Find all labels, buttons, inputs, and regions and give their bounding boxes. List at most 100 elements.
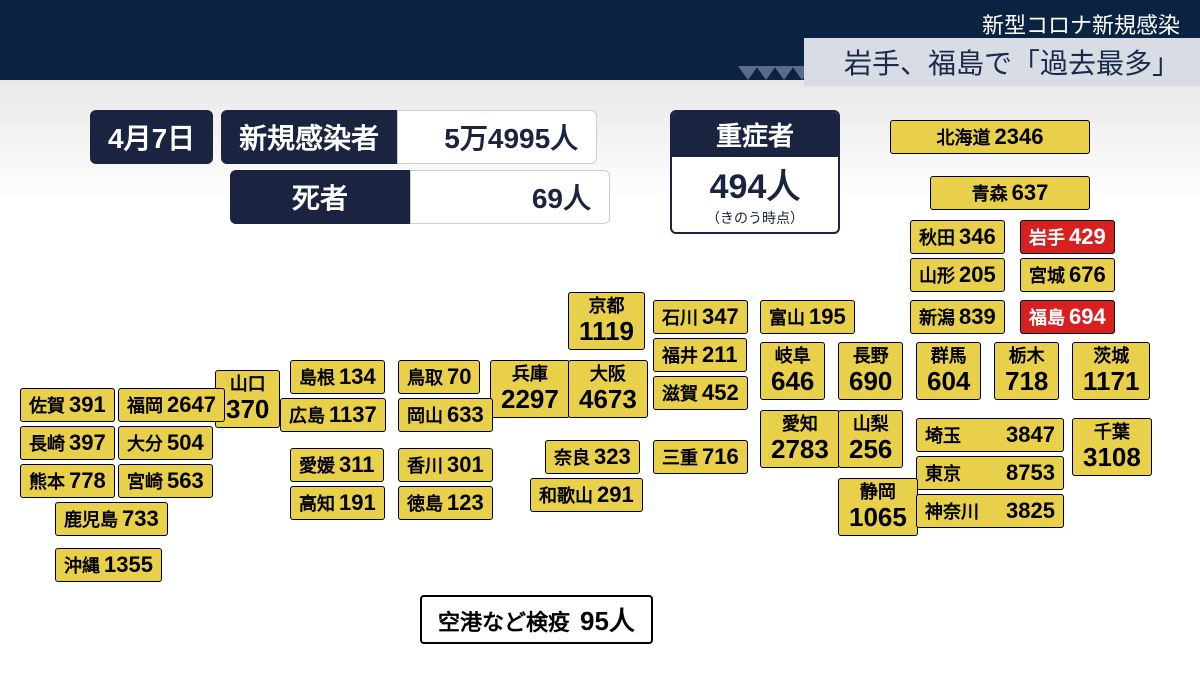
pref-label: 鹿児島 [64, 506, 118, 532]
pref-kochi: 高知191 [290, 486, 385, 520]
pref-label: 千葉 [1094, 423, 1130, 443]
pref-mie: 三重716 [653, 440, 748, 474]
pref-nagano: 長野690 [838, 342, 903, 400]
pref-hiroshima: 広島1137 [280, 398, 386, 432]
pref-hyogo: 兵庫2297 [490, 360, 570, 418]
pref-label: 北海道 [937, 124, 991, 150]
pref-label: 大分 [127, 430, 163, 456]
pref-value: 452 [702, 380, 739, 406]
pref-aichi: 愛知2783 [760, 410, 840, 468]
pref-value: 3108 [1083, 443, 1141, 472]
pref-tokushima: 徳島123 [398, 486, 493, 520]
pref-value: 694 [1069, 304, 1106, 330]
pref-value: 195 [809, 304, 846, 330]
pref-label: 兵庫 [512, 365, 548, 385]
pref-label: 和歌山 [539, 482, 593, 508]
pref-label: 熊本 [29, 468, 65, 494]
pref-value: 718 [1005, 367, 1048, 396]
pref-label: 岩手 [1029, 224, 1065, 250]
pref-value: 733 [122, 506, 159, 532]
pref-value: 123 [447, 490, 484, 516]
pref-yamanashi: 山梨256 [838, 410, 903, 468]
pref-wakayama: 和歌山291 [530, 478, 643, 512]
pref-label: 宮崎 [127, 468, 163, 494]
pref-value: 301 [447, 452, 484, 478]
pref-nara: 奈良323 [545, 440, 640, 474]
pref-nagasaki: 長崎397 [20, 426, 115, 460]
pref-value: 690 [849, 367, 892, 396]
pref-label: 宮城 [1029, 262, 1065, 288]
pref-kagawa: 香川301 [398, 448, 493, 482]
pref-label: 香川 [407, 452, 443, 478]
pref-value: 205 [959, 262, 996, 288]
pref-label: 山梨 [853, 415, 889, 435]
pref-miyazaki: 宮崎563 [118, 464, 213, 498]
pref-value: 3847 [1006, 422, 1055, 448]
pref-label: 青森 [972, 180, 1008, 206]
pref-gunma: 群馬604 [916, 342, 981, 400]
pref-value: 391 [69, 392, 106, 418]
pref-value: 1065 [849, 503, 907, 532]
pref-value: 134 [339, 364, 376, 390]
pref-value: 397 [69, 430, 106, 456]
pref-iwate: 岩手429 [1020, 220, 1115, 254]
pref-kyoto: 京都1119 [568, 292, 645, 350]
pref-value: 839 [959, 304, 996, 330]
pref-label: 栃木 [1009, 347, 1045, 367]
pref-fukuoka: 福岡2647 [118, 388, 225, 422]
pref-value: 2346 [995, 124, 1044, 150]
pref-label: 岐阜 [775, 347, 811, 367]
pref-tottori: 鳥取70 [398, 360, 480, 394]
pref-value: 2783 [771, 435, 829, 464]
pref-value: 633 [447, 402, 484, 428]
pref-value: 429 [1069, 224, 1106, 250]
pref-label: 京都 [588, 297, 624, 317]
pref-value: 778 [69, 468, 106, 494]
pref-ibaraki: 茨城1171 [1072, 342, 1150, 400]
pref-label: 佐賀 [29, 392, 65, 418]
pref-kanagawa: 神奈川3825 [916, 494, 1064, 528]
pref-fukushima: 福島694 [1020, 300, 1115, 334]
pref-label: 群馬 [931, 347, 967, 367]
quarantine-box: 空港など検疫95人 [420, 595, 653, 644]
pref-label: 沖縄 [64, 552, 100, 578]
pref-label: 大阪 [590, 365, 626, 385]
pref-saitama: 埼玉 3847 [916, 418, 1064, 452]
pref-toyama: 富山195 [760, 300, 855, 334]
pref-label: 東京 [925, 460, 961, 486]
pref-value: 70 [447, 364, 471, 390]
pref-tochigi: 栃木718 [994, 342, 1059, 400]
pref-label: 三重 [662, 444, 698, 470]
pref-value: 646 [771, 367, 814, 396]
pref-akita: 秋田346 [910, 220, 1005, 254]
pref-value: 4673 [579, 385, 637, 414]
pref-value: 2647 [167, 392, 216, 418]
pref-label: 山形 [919, 262, 955, 288]
pref-value: 370 [226, 395, 269, 424]
pref-value: 1171 [1083, 367, 1139, 396]
quarantine-label: 空港など検疫 [438, 605, 570, 637]
pref-value: 563 [167, 468, 204, 494]
pref-label: 長崎 [29, 430, 65, 456]
pref-shiga: 滋賀452 [653, 376, 748, 410]
pref-label: 福井 [662, 342, 698, 368]
pref-value: 311 [339, 452, 375, 478]
pref-okinawa: 沖縄1355 [55, 548, 162, 582]
pref-kumamoto: 熊本778 [20, 464, 115, 498]
pref-osaka: 大阪4673 [568, 360, 648, 418]
pref-label: 石川 [662, 304, 698, 330]
pref-niigata: 新潟839 [910, 300, 1005, 334]
pref-label: 埼玉 [925, 422, 961, 448]
pref-tokyo: 東京8753 [916, 456, 1064, 490]
pref-label: 愛媛 [299, 452, 335, 478]
pref-value: 504 [167, 430, 204, 456]
pref-ishikawa: 石川347 [653, 300, 748, 334]
pref-label: 山口 [230, 375, 266, 395]
pref-value: 1119 [579, 317, 634, 346]
pref-value: 1137 [329, 402, 377, 428]
pref-value: 604 [927, 367, 970, 396]
pref-value: 346 [959, 224, 996, 250]
pref-gifu: 岐阜646 [760, 342, 825, 400]
pref-value: 256 [849, 435, 892, 464]
pref-label: 広島 [289, 402, 325, 428]
